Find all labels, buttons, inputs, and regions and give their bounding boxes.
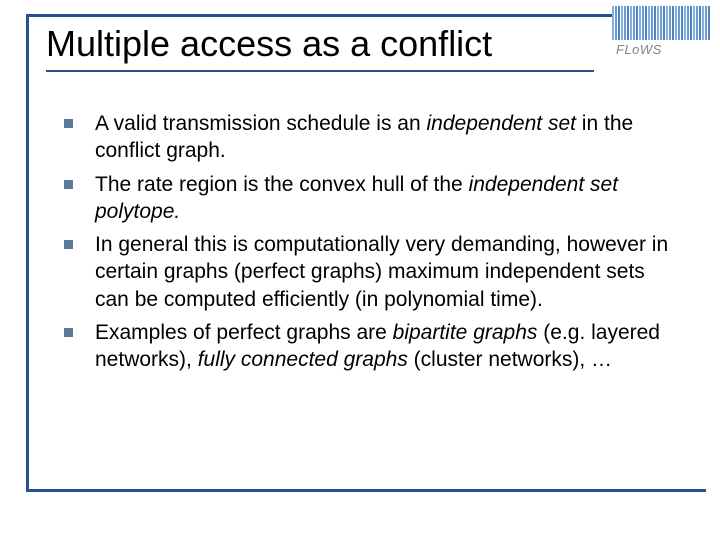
bullet-text: A valid transmission schedule is an inde… [95,110,680,165]
content-area: A valid transmission schedule is an inde… [64,110,680,380]
title-container: Multiple access as a conflict [40,20,600,78]
bullet-marker-icon [64,180,73,189]
slide-title: Multiple access as a conflict [46,24,594,64]
title-underline [46,70,594,72]
bullet-list: A valid transmission schedule is an inde… [64,110,680,374]
bullet-marker-icon [64,119,73,128]
frame-border-bottom [26,489,706,492]
logo-pattern [612,6,710,40]
list-item: In general this is computationally very … [64,231,680,313]
list-item: Examples of perfect graphs are bipartite… [64,319,680,374]
bullet-text: Examples of perfect graphs are bipartite… [95,319,680,374]
frame-border-top [26,14,706,17]
bullet-marker-icon [64,328,73,337]
list-item: A valid transmission schedule is an inde… [64,110,680,165]
frame-border-left [26,14,29,492]
bullet-text: In general this is computationally very … [95,231,680,313]
list-item: The rate region is the convex hull of th… [64,171,680,226]
logo: FLoWS [612,6,710,62]
logo-text: FLoWS [612,40,710,57]
bullet-marker-icon [64,240,73,249]
bullet-text: The rate region is the convex hull of th… [95,171,680,226]
